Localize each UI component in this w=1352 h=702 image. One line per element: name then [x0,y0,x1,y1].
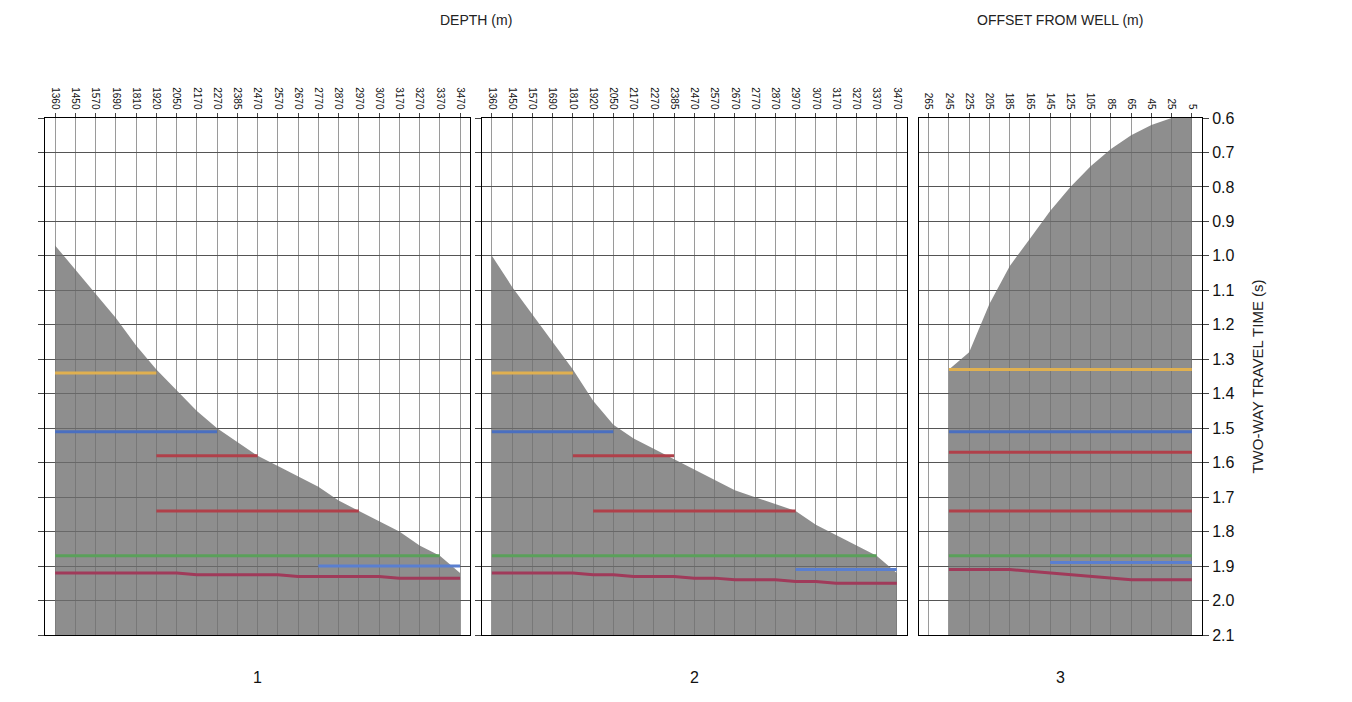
svg-text:2170: 2170 [192,87,203,110]
svg-text:2385: 2385 [232,87,243,110]
svg-text:165: 165 [1025,93,1036,110]
svg-text:2385: 2385 [669,87,680,110]
svg-text:1920: 1920 [151,87,162,110]
svg-text:1810: 1810 [568,87,579,110]
svg-text:1450: 1450 [507,87,518,110]
svg-text:3270: 3270 [414,87,425,110]
svg-text:1690: 1690 [547,87,558,110]
svg-text:125: 125 [1065,93,1076,110]
svg-text:225: 225 [964,93,975,110]
svg-text:1.5: 1.5 [1212,420,1234,437]
svg-text:2870: 2870 [333,87,344,110]
svg-text:1570: 1570 [527,87,538,110]
svg-text:1.6: 1.6 [1212,454,1234,471]
svg-text:0.9: 0.9 [1212,213,1234,230]
svg-text:0.6: 0.6 [1212,110,1234,127]
svg-text:2570: 2570 [273,87,284,110]
svg-text:0.7: 0.7 [1212,144,1234,161]
svg-text:1.8: 1.8 [1212,523,1234,540]
svg-text:3270: 3270 [851,87,862,110]
svg-text:1360: 1360 [487,87,498,110]
svg-text:2050: 2050 [608,87,619,110]
svg-text:205: 205 [984,93,995,110]
svg-text:1.9: 1.9 [1212,558,1234,575]
svg-text:45: 45 [1146,98,1157,110]
svg-text:2: 2 [690,669,699,686]
svg-text:2050: 2050 [171,87,182,110]
svg-text:2570: 2570 [709,87,720,110]
svg-text:1.1: 1.1 [1212,282,1234,299]
svg-text:TWO-WAY TRAVEL TIME (s): TWO-WAY TRAVEL TIME (s) [1249,279,1266,473]
svg-text:0.8: 0.8 [1212,179,1234,196]
svg-text:3470: 3470 [455,87,466,110]
svg-text:1.7: 1.7 [1212,489,1234,506]
svg-text:1.0: 1.0 [1212,247,1234,264]
svg-text:3470: 3470 [892,87,903,110]
svg-text:2270: 2270 [649,87,660,110]
svg-text:1920: 1920 [588,87,599,110]
svg-text:245: 245 [944,93,955,110]
svg-text:65: 65 [1126,98,1137,110]
svg-text:105: 105 [1085,93,1096,110]
svg-text:1.2: 1.2 [1212,316,1234,333]
svg-text:2770: 2770 [313,87,324,110]
svg-text:2770: 2770 [750,87,761,110]
svg-text:3070: 3070 [811,87,822,110]
svg-text:1570: 1570 [90,87,101,110]
svg-text:3170: 3170 [831,87,842,110]
svg-text:1810: 1810 [131,87,142,110]
svg-text:2470: 2470 [689,87,700,110]
svg-text:1.3: 1.3 [1212,351,1234,368]
svg-text:2.0: 2.0 [1212,592,1234,609]
svg-text:1: 1 [253,669,262,686]
svg-text:2670: 2670 [730,87,741,110]
svg-text:2870: 2870 [770,87,781,110]
svg-text:3370: 3370 [871,87,882,110]
svg-text:2170: 2170 [628,87,639,110]
svg-text:1690: 1690 [111,87,122,110]
svg-text:5: 5 [1187,104,1198,110]
svg-text:OFFSET FROM WELL (m): OFFSET FROM WELL (m) [977,12,1143,28]
svg-text:2670: 2670 [293,87,304,110]
svg-text:3070: 3070 [374,87,385,110]
svg-text:1.4: 1.4 [1212,385,1234,402]
svg-text:265: 265 [923,93,934,110]
svg-text:DEPTH (m): DEPTH (m) [440,12,512,28]
svg-text:3: 3 [1056,669,1065,686]
svg-text:2470: 2470 [252,87,263,110]
svg-text:1360: 1360 [50,87,61,110]
svg-text:3170: 3170 [394,87,405,110]
svg-text:1450: 1450 [70,87,81,110]
svg-text:185: 185 [1004,93,1015,110]
svg-text:25: 25 [1166,98,1177,110]
svg-text:3370: 3370 [435,87,446,110]
svg-text:85: 85 [1106,98,1117,110]
svg-text:2970: 2970 [354,87,365,110]
svg-text:2.1: 2.1 [1212,627,1234,644]
svg-text:2270: 2270 [212,87,223,110]
svg-text:2970: 2970 [790,87,801,110]
svg-text:145: 145 [1045,93,1056,110]
